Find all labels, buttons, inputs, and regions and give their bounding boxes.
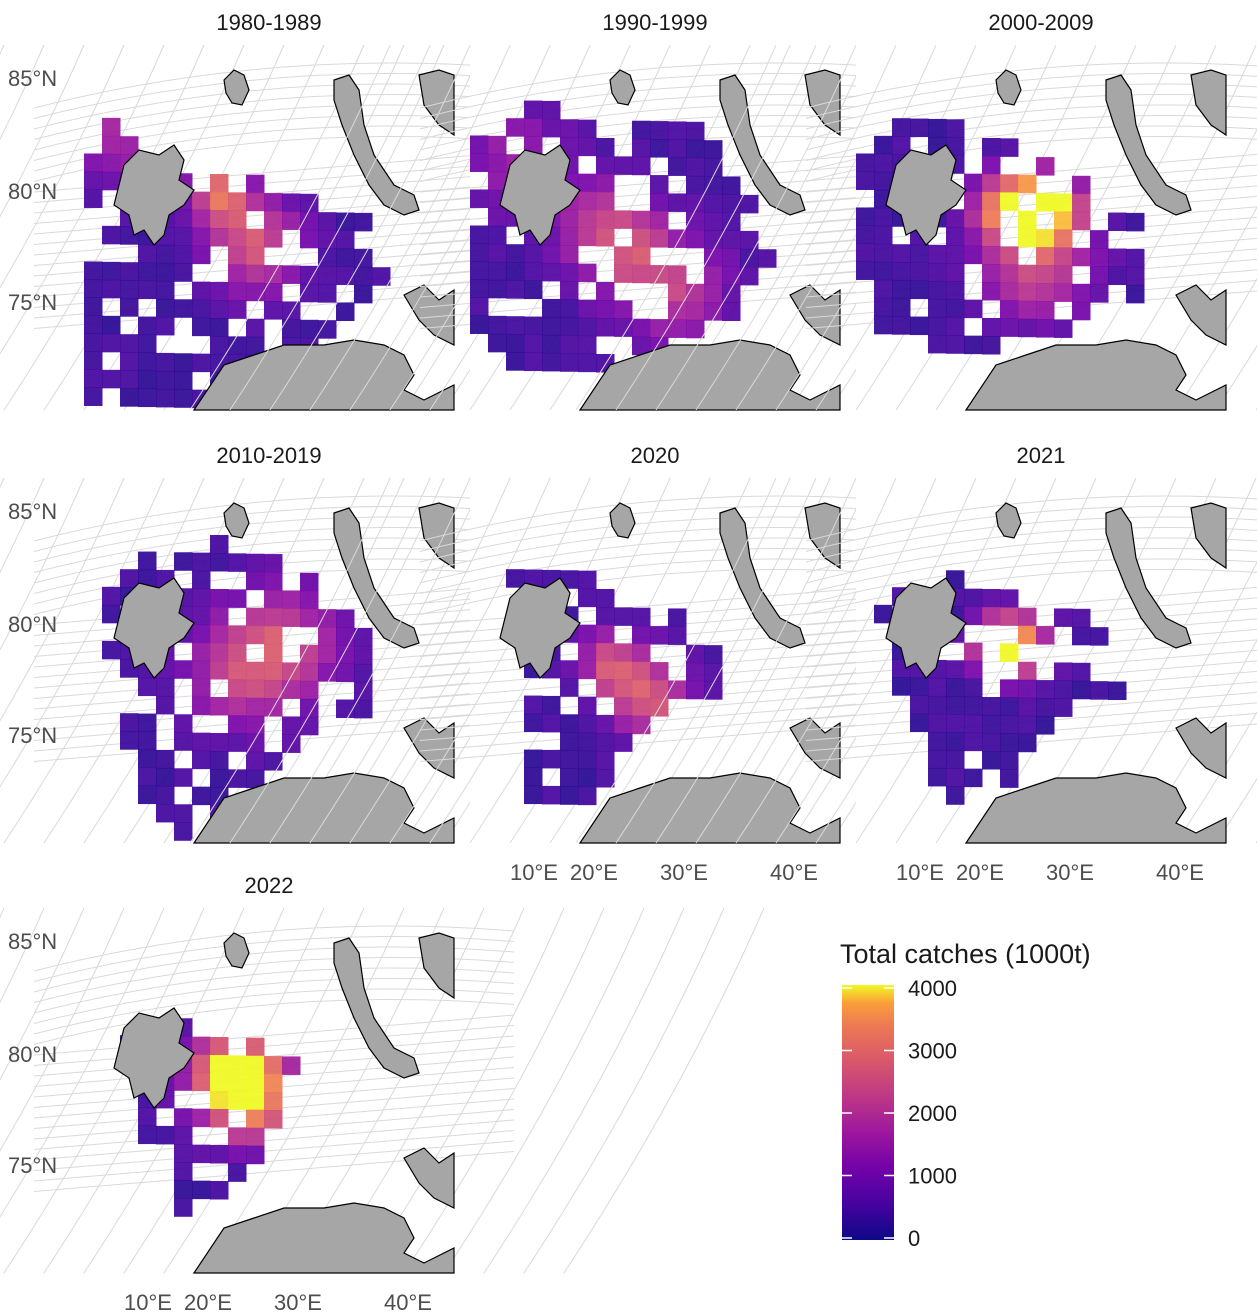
- panel-title-6: 2021: [1017, 443, 1066, 468]
- legend-tick-label: 1000: [908, 1164, 957, 1189]
- latitude-label: 75°N: [8, 290, 57, 315]
- latitude-label: 80°N: [8, 612, 57, 637]
- map-panel-1: [0, 44, 765, 411]
- land-masses: [113, 932, 455, 1274]
- longitude-label: 30°E: [274, 1290, 322, 1313]
- latitude-label: 85°N: [8, 66, 57, 91]
- longitude-label: 40°E: [384, 1290, 432, 1313]
- land-masses: [885, 69, 1227, 411]
- panel-title-3: 2000-2009: [988, 10, 1093, 35]
- land-masses: [499, 69, 841, 411]
- map-panel-7: [0, 907, 765, 1274]
- map-panel-6: [575, 477, 1257, 844]
- longitude-label: 10°E: [124, 1290, 172, 1313]
- latitude-label: 85°N: [8, 929, 57, 954]
- land-masses: [113, 69, 455, 411]
- latitude-label: 80°N: [8, 179, 57, 204]
- legend-title: Total catches (1000t): [840, 939, 1091, 969]
- legend-tick-label: 4000: [908, 976, 957, 1001]
- panel-title-5: 2020: [631, 443, 680, 468]
- panel-title-2: 1990-1999: [602, 10, 707, 35]
- legend-tick-label: 0: [908, 1226, 920, 1251]
- land-masses: [499, 502, 841, 844]
- panel-title-1: 1980-1989: [216, 10, 321, 35]
- longitude-label: 10°E: [896, 860, 944, 885]
- longitude-label: 20°E: [184, 1290, 232, 1313]
- legend-tick-label: 2000: [908, 1101, 957, 1126]
- panel-title-4: 2010-2019: [216, 443, 321, 468]
- colorbar-legend: Total catches (1000t) 0 1000 2000 3000 4000: [840, 939, 1091, 1251]
- longitude-label: 30°E: [1046, 860, 1094, 885]
- longitude-label: 20°E: [570, 860, 618, 885]
- land-masses: [113, 502, 455, 844]
- land-masses: [885, 502, 1227, 844]
- longitude-label: 40°E: [770, 860, 818, 885]
- latitude-label: 75°N: [8, 1153, 57, 1178]
- map-panel-4: [0, 477, 765, 844]
- map-panel-3: [575, 44, 1257, 411]
- panel-title-7: 2022: [245, 873, 294, 898]
- catch-cells: [84, 117, 391, 409]
- latitude-label: 85°N: [8, 499, 57, 524]
- longitude-label: 40°E: [1156, 860, 1204, 885]
- longitude-label: 30°E: [660, 860, 708, 885]
- legend-tick-label: 3000: [908, 1039, 957, 1064]
- longitude-label: 10°E: [510, 860, 558, 885]
- latitude-label: 75°N: [8, 723, 57, 748]
- longitude-label: 20°E: [956, 860, 1004, 885]
- latitude-label: 80°N: [8, 1042, 57, 1067]
